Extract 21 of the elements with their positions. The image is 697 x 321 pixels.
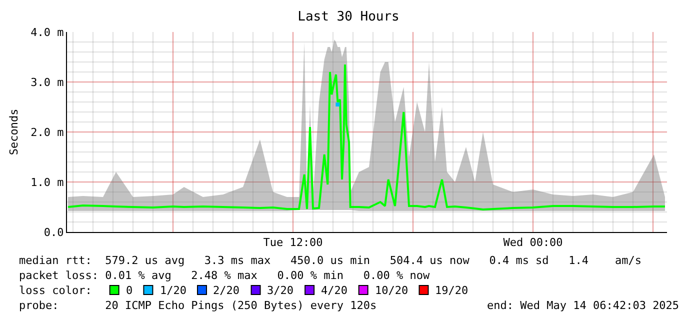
legend-label: 10/20 (375, 284, 408, 297)
y-tick-label: 0.0 (44, 226, 64, 239)
text: end: Wed May 14 06:42:03 2025 (487, 299, 680, 312)
legend-label: 0 (126, 284, 133, 297)
text: median rtt: 579.2 us avg 3.3 ms max 450.0 us min 504.4 us now 0.4 ms sd 1.4 am/s (19, 254, 642, 267)
legend-label: 2/20 (213, 284, 240, 297)
legend-label: 4/20 (321, 284, 348, 297)
text: probe: 20 ICMP Echo Pings (250 Bytes) every 120s (19, 299, 377, 312)
y-axis-title: Seconds (7, 108, 20, 156)
legend-label: 19/20 (435, 284, 468, 297)
y-tick-label: 4.0 m (30, 26, 64, 39)
y-tick-label: 3.0 m (30, 76, 64, 89)
x-tick-label: Tue 12:00 (263, 236, 323, 250)
y-tick-label: 1.0 m (30, 176, 64, 189)
y-tick-label: 2.0 m (30, 126, 64, 139)
x-tick-label: Wed 00:00 (503, 236, 563, 250)
chart-title: Last 30 Hours (298, 10, 400, 25)
text: packet loss: 0.01 % avg 2.48 % max 0.00 % min 0.00 % now (19, 269, 430, 282)
legend-label: 1/20 (160, 284, 186, 297)
legend-title: loss color: (19, 284, 92, 297)
legend-label: 3/20 (267, 284, 294, 297)
